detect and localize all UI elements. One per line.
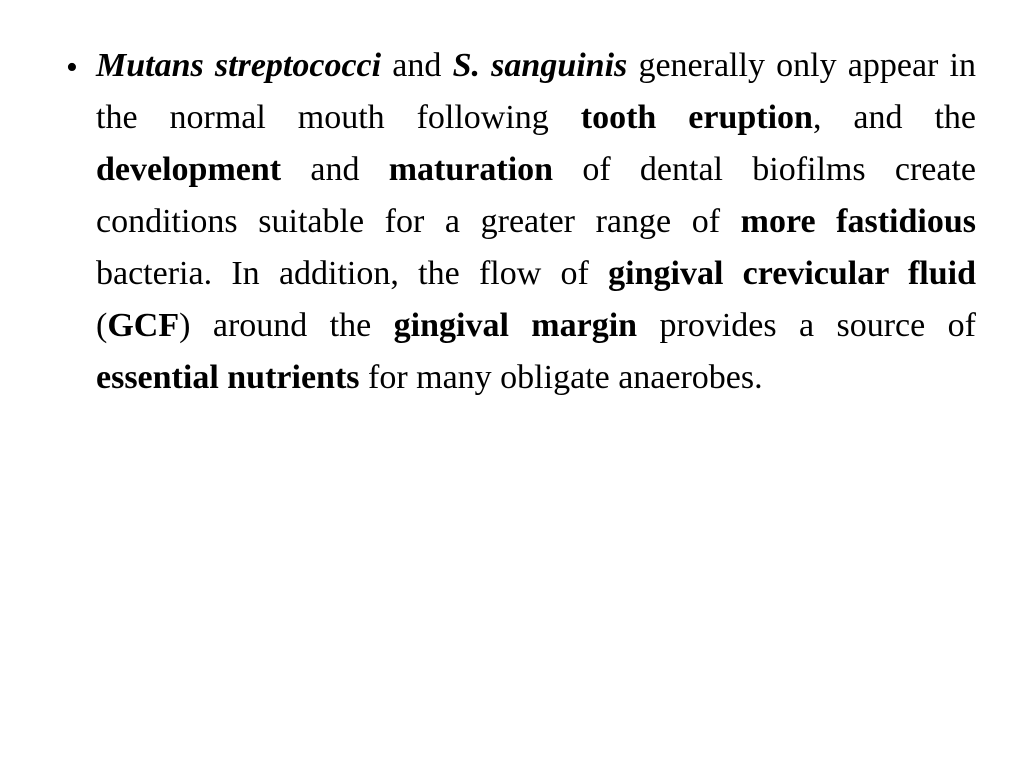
paragraph: Mutans streptococci and S. sanguinis gen… (96, 40, 976, 404)
text-run: more fastidious (741, 203, 976, 240)
text-run: essential nutrients (96, 359, 360, 396)
text-run: and (281, 151, 389, 188)
text-run: tooth eruption (581, 99, 813, 136)
text-run: provides a source of (637, 307, 976, 344)
text-run: GCF (107, 307, 179, 344)
text-run: gingival crevicular fluid (608, 255, 976, 292)
text-run: ( (96, 307, 107, 344)
text-run: gingival margin (394, 307, 637, 344)
text-run: ) around the (179, 307, 394, 344)
text-run: Mutans streptococci (96, 47, 381, 84)
text-run: and (381, 47, 452, 84)
text-run: maturation (389, 151, 553, 188)
text-run: development (96, 151, 281, 188)
text-run: bacteria. In addition, the flow of (96, 255, 608, 292)
bullet-item: • Mutans streptococci and S. sanguinis g… (48, 40, 976, 404)
text-run: for many obligate anaerobes. (360, 359, 763, 396)
bullet-glyph: • (48, 40, 96, 94)
slide: • Mutans streptococci and S. sanguinis g… (0, 0, 1024, 768)
text-run: S. sanguinis (453, 47, 628, 84)
text-run: , and the (813, 99, 976, 136)
